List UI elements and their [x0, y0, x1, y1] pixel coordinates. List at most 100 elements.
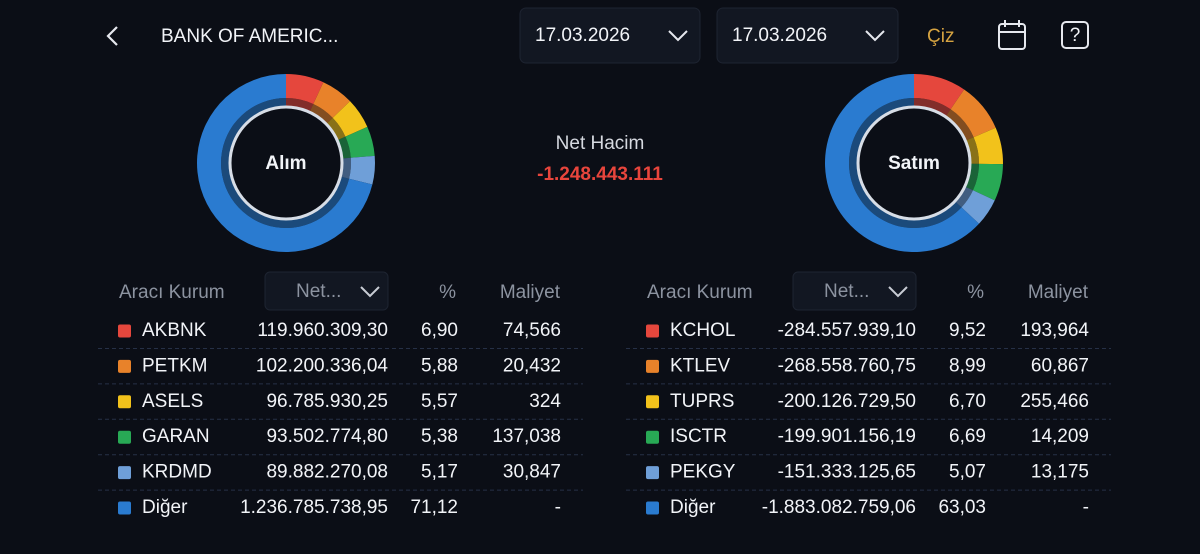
broker-name: KRDMD — [142, 462, 212, 483]
percent: 63,03 — [938, 497, 986, 518]
net-value: 89.882.270,08 — [266, 462, 388, 483]
column-header: % — [439, 282, 456, 303]
net-value: -1.883.082.759,06 — [762, 497, 916, 518]
donut-segment — [961, 190, 995, 224]
donut-segment — [345, 126, 375, 158]
chevron — [668, 30, 688, 42]
cost: 137,038 — [492, 426, 561, 447]
donut-segment — [332, 101, 368, 137]
column-header: % — [967, 282, 984, 303]
donut-inner-segment — [849, 98, 962, 228]
chevron — [360, 286, 380, 298]
cost: 324 — [529, 391, 561, 412]
net-value: -151.333.125,65 — [778, 462, 916, 483]
color-swatch — [646, 430, 659, 444]
title: BANK OF AMERIC... — [161, 26, 338, 47]
percent: 5,07 — [949, 462, 986, 483]
net-value: 102.200.336,04 — [256, 355, 389, 376]
percent: 6,69 — [949, 426, 986, 447]
broker-name: AKBNK — [142, 320, 207, 341]
chevron — [865, 30, 885, 42]
broker-name: PEKGY — [670, 462, 736, 483]
net-value: -200.126.729,50 — [778, 391, 916, 412]
cost: 14,209 — [1031, 426, 1089, 447]
broker-name: Diğer — [670, 497, 716, 518]
percent: 8,99 — [949, 355, 986, 376]
chevron — [888, 286, 908, 298]
color-swatch — [646, 395, 659, 409]
date-from: 17.03.2026 — [535, 25, 630, 46]
broker-name: ISCTR — [670, 426, 727, 447]
net-value: 119.960.309,30 — [257, 320, 388, 341]
cost: 193,964 — [1020, 320, 1089, 341]
color-swatch — [646, 466, 659, 480]
donut-inner-segment — [309, 104, 333, 124]
donut-inner-segment — [965, 163, 979, 191]
color-swatch — [118, 395, 131, 409]
donut-segment — [286, 74, 324, 105]
column-header: Maliyet — [1028, 282, 1089, 303]
cost: 74,566 — [503, 320, 561, 341]
color-swatch — [118, 501, 131, 515]
cost: 60,867 — [1031, 355, 1089, 376]
cost: 255,466 — [1020, 391, 1089, 412]
column-header: Aracı Kurum — [647, 282, 753, 303]
donut-inner-segment — [966, 137, 979, 164]
column-header: Net... — [824, 281, 869, 302]
sort-dropdown[interactable] — [792, 271, 917, 311]
donut-inner-segment — [341, 157, 352, 179]
color-swatch — [646, 324, 659, 338]
donut-segment — [914, 74, 965, 110]
donut-inner-segment — [946, 109, 974, 141]
donut-inner-segment — [955, 186, 973, 208]
cost: 30,847 — [503, 462, 561, 483]
color-swatch — [646, 501, 659, 515]
broker-name: GARAN — [142, 426, 210, 447]
percent: 71,12 — [410, 497, 458, 518]
broker-name: Diğer — [142, 497, 188, 518]
date-from-box[interactable] — [519, 7, 701, 64]
column-header: Net... — [296, 281, 341, 302]
donut-center — [856, 105, 972, 221]
color-swatch — [118, 430, 131, 444]
color-swatch — [646, 359, 659, 373]
cost: - — [555, 497, 561, 518]
percent: 5,17 — [421, 462, 458, 483]
column-header: Maliyet — [500, 282, 561, 303]
back-button[interactable] — [106, 26, 118, 46]
donut-inner-segment — [327, 117, 346, 140]
percent: 5,88 — [421, 355, 458, 376]
cost: - — [1083, 497, 1089, 518]
sort-dropdown[interactable] — [264, 271, 389, 311]
draw-button[interactable]: Çiz — [927, 26, 954, 47]
cost: 20,432 — [503, 355, 561, 376]
column-header: Aracı Kurum — [119, 282, 225, 303]
net-value: 96.785.930,25 — [266, 391, 388, 412]
donut-segment — [973, 127, 1003, 165]
donut-label: Alım — [265, 153, 306, 174]
donut-inner-segment — [338, 136, 351, 159]
broker-name: ASELS — [142, 391, 203, 412]
broker-name: TUPRS — [670, 391, 734, 412]
percent: 5,57 — [421, 391, 458, 412]
net-volume-value: -1.248.443.111 — [537, 164, 663, 185]
calendar-icon[interactable] — [998, 20, 1026, 50]
help-icon[interactable]: ? — [1061, 21, 1089, 49]
donut-inner-segment — [914, 98, 951, 116]
net-value: -284.557.939,10 — [778, 320, 916, 341]
date-to-box[interactable] — [716, 7, 899, 64]
net-volume-label: Net Hacim — [556, 133, 645, 154]
color-swatch — [118, 324, 131, 338]
broker-name: KTLEV — [670, 355, 731, 376]
percent: 6,70 — [949, 391, 986, 412]
donut-label: Satım — [888, 153, 940, 174]
donut-segment — [313, 82, 351, 118]
net-value: 93.502.774,80 — [266, 426, 388, 447]
percent: 5,38 — [421, 426, 458, 447]
svg-text:?: ? — [1070, 25, 1081, 46]
cost: 13,175 — [1031, 462, 1089, 483]
net-value: -199.901.156,19 — [778, 426, 916, 447]
